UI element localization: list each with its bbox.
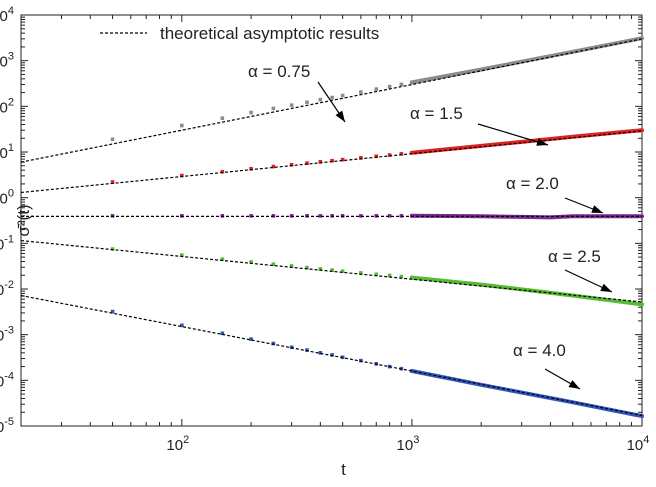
data-point	[289, 162, 294, 167]
data-point	[180, 173, 184, 178]
data-point	[359, 271, 363, 275]
data-point	[220, 331, 225, 336]
data-point	[340, 269, 345, 274]
data-point	[271, 262, 276, 266]
data-point	[249, 337, 253, 341]
data-point	[271, 106, 276, 111]
y-axis-title: σ̄²(t)	[14, 204, 33, 236]
data-point	[330, 268, 334, 272]
y-tick-label: 102	[0, 96, 14, 116]
data-point	[359, 90, 363, 94]
data-point	[249, 166, 253, 171]
y-tick-label: 10-2	[0, 279, 14, 299]
data-point	[318, 160, 323, 164]
theory-line	[20, 294, 643, 417]
y-tick-label: 10-5	[0, 416, 14, 436]
data-point	[410, 151, 414, 155]
data-point	[399, 274, 404, 279]
data-point	[180, 253, 184, 257]
y-tick-label: 101	[0, 142, 14, 162]
data-point	[374, 87, 379, 91]
data-point	[220, 116, 225, 120]
series-curve	[409, 36, 644, 85]
data-point	[399, 152, 404, 156]
data-point	[387, 214, 392, 218]
data-point	[180, 323, 184, 328]
y-tick-label: 10-3	[0, 325, 14, 345]
series-2	[21, 213, 644, 220]
y-tick-label: 103	[0, 51, 14, 71]
data-point	[387, 273, 392, 278]
series-curve	[409, 213, 644, 220]
annotation-label: α = 4.0	[513, 341, 566, 360]
data-point	[249, 260, 253, 264]
data-point	[271, 164, 276, 169]
annotation-arrow-head	[536, 138, 548, 146]
annotation-label: α = 2.5	[548, 247, 601, 266]
plot-frame	[20, 14, 643, 427]
series-curve	[409, 128, 644, 155]
data-point	[387, 153, 392, 157]
data-point	[110, 180, 115, 184]
y-tick-label: 104	[0, 5, 14, 25]
data-point	[318, 351, 323, 355]
series-0	[20, 36, 644, 163]
data-point	[374, 154, 379, 159]
x-tick-label: 103	[397, 434, 420, 454]
data-point	[110, 137, 115, 142]
series-3	[20, 239, 644, 307]
annotation-arrow-head	[335, 110, 345, 122]
annotation-label: α = 1.5	[410, 104, 463, 123]
data-point	[180, 123, 184, 128]
series-4	[20, 294, 644, 419]
data-point	[330, 353, 334, 357]
annotation-arrow-shaft	[477, 123, 549, 146]
data-point	[340, 157, 345, 162]
data-point	[249, 110, 253, 115]
data-point	[318, 267, 323, 271]
y-tick-label: 100	[0, 188, 14, 208]
data-point	[410, 369, 414, 373]
data-point	[359, 156, 363, 160]
data-point	[220, 169, 225, 174]
data-point	[410, 80, 414, 85]
annotation-arrow-head	[600, 283, 612, 292]
data-point	[387, 84, 392, 89]
data-point	[410, 275, 414, 280]
data-point	[305, 348, 309, 352]
data-point	[374, 272, 379, 277]
x-tick-label: 104	[627, 434, 650, 454]
data-point	[399, 82, 404, 87]
x-tick-label: 102	[166, 434, 189, 454]
annotation-label: α = 2.0	[506, 174, 559, 193]
legend-label: theoretical asymptotic results	[160, 24, 379, 43]
series-curve	[409, 275, 644, 307]
y-tick-label: 10-4	[0, 370, 14, 390]
data-point	[289, 264, 294, 268]
data-point	[340, 93, 345, 98]
data-point	[305, 265, 309, 270]
data-point	[110, 309, 115, 314]
data-point	[289, 103, 294, 107]
data-point	[359, 214, 363, 218]
data-point	[305, 161, 309, 165]
plot-area: 10-5 10-4 10-3 10-2 10-1 100 101 102 103 104 102 10…	[0, 5, 649, 479]
data-point	[318, 97, 323, 102]
theory-line	[20, 38, 643, 163]
data-point	[271, 341, 276, 346]
x-axis-title: t	[341, 460, 346, 479]
data-point	[318, 214, 323, 218]
annotation-arrow-head	[591, 205, 603, 213]
annotation-arrow-head	[568, 380, 580, 389]
theory-line	[20, 239, 643, 303]
data-point	[330, 95, 334, 100]
y-tick-label: 10-1	[0, 233, 14, 253]
annotation-label: α = 0.75	[248, 62, 310, 81]
data-point	[220, 257, 225, 261]
data-point	[330, 158, 334, 163]
data-point	[305, 100, 309, 105]
